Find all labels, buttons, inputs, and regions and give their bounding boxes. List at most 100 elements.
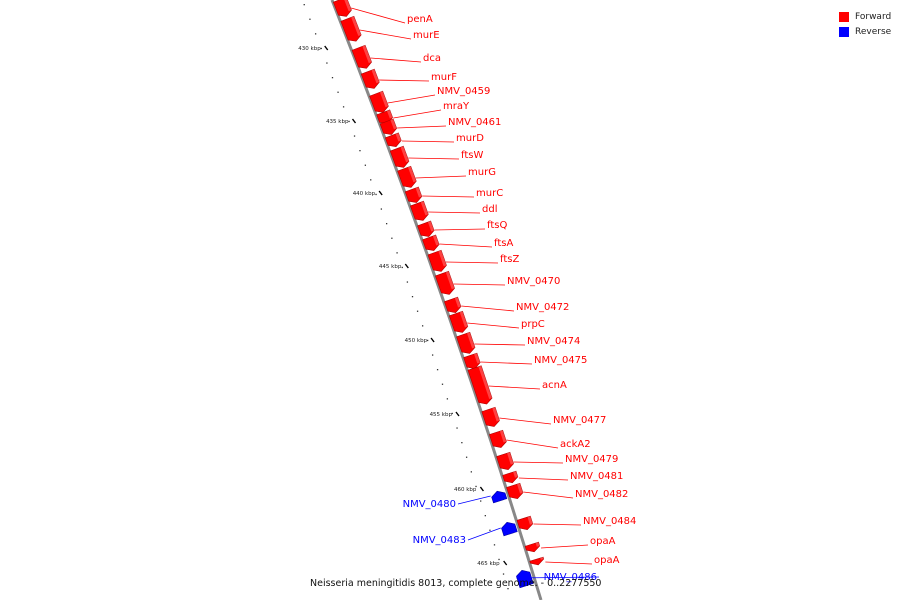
gene-arrow [422, 234, 440, 251]
scale-dot [489, 529, 491, 531]
gene-label[interactable]: NMV_0459 [437, 86, 490, 97]
gene-label[interactable]: acnA [542, 380, 567, 391]
gene-feature[interactable] [384, 132, 402, 149]
gene-highlight [420, 201, 429, 216]
gene-highlight [438, 250, 447, 267]
scale-dot [320, 47, 322, 50]
scale-dot [353, 135, 356, 137]
leader-line [518, 477, 569, 481]
gene-label[interactable]: ftsQ [487, 220, 507, 231]
gene-label[interactable]: ftsA [494, 238, 513, 249]
gene-feature[interactable] [369, 90, 390, 115]
gene-highlight [513, 471, 518, 478]
scale-dot [465, 456, 468, 458]
gene-feature[interactable] [506, 482, 525, 501]
gene-highlight [445, 271, 455, 290]
gene-label[interactable]: NMV_0484 [583, 516, 636, 527]
gene-label[interactable]: NMV_0461 [448, 117, 501, 128]
gene-feature[interactable] [529, 556, 545, 567]
gene-label[interactable]: NMV_0477 [553, 415, 606, 426]
gene-feature[interactable] [444, 296, 462, 315]
gene-arrow [384, 132, 402, 147]
gene-label[interactable]: prpC [521, 319, 545, 330]
gene-label[interactable]: dca [423, 53, 441, 64]
gene-label[interactable]: NMV_0480 [403, 499, 456, 510]
gene-feature[interactable] [515, 568, 537, 599]
gene-feature[interactable] [409, 200, 429, 223]
gene-feature[interactable] [448, 310, 469, 334]
gene-label[interactable]: NMV_0474 [527, 336, 580, 347]
gene-feature[interactable] [340, 15, 363, 43]
leader-line [439, 243, 493, 248]
gene-label[interactable]: murE [413, 30, 440, 41]
gene-label[interactable]: murC [476, 188, 503, 199]
gene-feature[interactable] [332, 0, 353, 19]
forward-swatch [839, 11, 849, 22]
gene-feature[interactable] [500, 520, 520, 543]
gene-arrow [417, 220, 435, 237]
gene-feature[interactable] [489, 429, 507, 450]
gene-label[interactable]: murF [431, 72, 457, 83]
gene-feature[interactable] [496, 451, 515, 472]
scale-dot [498, 558, 500, 561]
gene-label[interactable]: NMV_0475 [534, 355, 587, 366]
genome-backbone [330, 0, 543, 600]
gene-label[interactable]: ftsW [461, 150, 483, 161]
gene-feature[interactable] [524, 541, 541, 554]
gene-feature[interactable] [516, 515, 534, 532]
scale-dot [359, 150, 361, 152]
scale-dot [370, 179, 372, 181]
gene-label[interactable]: NMV_0481 [570, 471, 623, 482]
scale-dot [337, 91, 339, 93]
gene-features [332, 0, 545, 599]
scale-tick-label: 455 kbp [430, 412, 453, 418]
gene-arrow [448, 310, 469, 333]
gene-arrow [506, 482, 524, 499]
gene-label[interactable]: NMV_0470 [507, 276, 560, 287]
scale-dot [342, 106, 345, 108]
gene-feature[interactable] [360, 68, 380, 91]
gene-label[interactable]: ftsZ [500, 254, 519, 265]
scale-dot [502, 573, 505, 575]
gene-feature[interactable] [351, 44, 373, 71]
gene-label[interactable]: opaA [590, 536, 616, 547]
gene-label[interactable]: NMV_0483 [413, 535, 466, 546]
gene-feature[interactable] [379, 118, 398, 137]
gene-feature[interactable] [422, 234, 441, 253]
gene-feature[interactable] [490, 489, 509, 508]
gene-feature[interactable] [417, 220, 436, 239]
gene-arrow [409, 200, 429, 221]
gene-label[interactable]: mraY [443, 101, 470, 112]
gene-feature[interactable] [467, 365, 493, 406]
gene-label[interactable]: ackA2 [560, 439, 591, 450]
scale-tick-label: 440 kbp [353, 191, 376, 197]
gene-feature[interactable] [456, 331, 477, 355]
gene-feature[interactable] [481, 406, 501, 428]
gene-feature[interactable] [404, 186, 423, 205]
gene-feature[interactable] [389, 145, 410, 170]
scale-dot [331, 77, 334, 79]
scale-dot [385, 223, 388, 225]
gene-feature[interactable] [502, 470, 519, 485]
leader-line [467, 322, 520, 329]
gene-feature[interactable] [397, 165, 418, 190]
legend-label-forward: Forward [855, 11, 892, 22]
gene-feature[interactable] [435, 270, 455, 296]
gene-label[interactable]: ddl [482, 204, 497, 215]
gene-label[interactable]: NMV_0472 [516, 302, 569, 313]
gene-label[interactable]: opaA [594, 555, 620, 566]
scale-dot [380, 208, 383, 210]
gene-highlight [478, 365, 493, 399]
gene-feature[interactable] [463, 352, 482, 371]
gene-label[interactable]: murD [456, 133, 484, 144]
gene-highlight [387, 109, 393, 119]
gene-label[interactable]: NMV_0486 [544, 572, 597, 583]
gene-highlight [343, 0, 352, 12]
gene-label[interactable]: NMV_0479 [565, 454, 618, 465]
gene-label[interactable]: penA [407, 14, 433, 25]
scale-dot [416, 310, 419, 312]
gene-feature[interactable] [427, 249, 448, 274]
gene-arrow [427, 249, 447, 272]
gene-label[interactable]: NMV_0482 [575, 489, 628, 500]
gene-label[interactable]: murG [468, 167, 496, 178]
